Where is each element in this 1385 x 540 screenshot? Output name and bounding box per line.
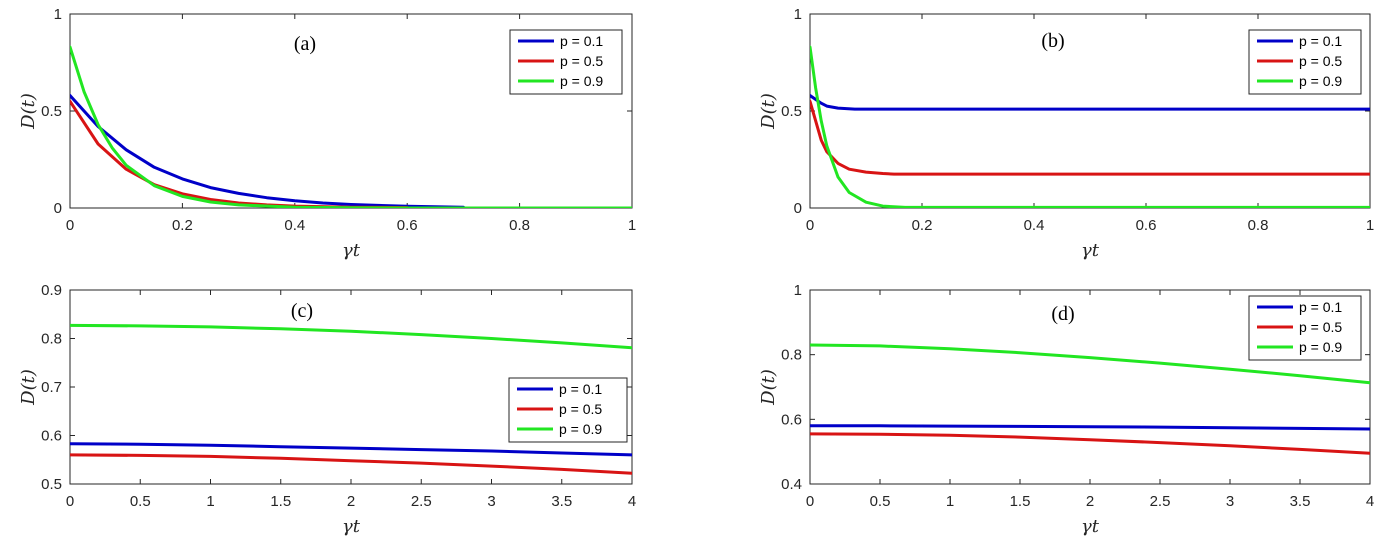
y-tick-label: 0.5 (41, 103, 62, 120)
x-tick-label: 0.6 (397, 217, 418, 234)
y-tick-label: 0.5 (41, 476, 62, 493)
y-tick-label: 0.4 (781, 476, 802, 493)
legend-entry: p = 0.1 (1299, 299, 1342, 315)
legend: p = 0.1 p = 0.5 p = 0.9 (509, 29, 623, 95)
x-tick-label: 0.6 (1136, 217, 1157, 234)
series-line-p-05 (810, 432, 1370, 455)
x-axis-label: γt (342, 240, 361, 261)
x-tick-label: 0 (806, 217, 814, 234)
x-tick-label: 1.5 (1010, 493, 1031, 510)
x-axis-label: γt (342, 516, 361, 537)
legend: p = 0.1 p = 0.5 p = 0.9 (508, 377, 628, 443)
legend-entry: p = 0.1 (559, 381, 602, 397)
series-line-p-01 (70, 442, 632, 457)
panel-label: (c) (291, 300, 313, 322)
x-tick-label: 0.4 (1024, 217, 1045, 234)
x-tick-label: 0.2 (912, 217, 933, 234)
x-tick-label: 4 (1366, 493, 1374, 510)
y-tick-label: 0.5 (781, 103, 802, 120)
y-tick-label: 1 (54, 6, 62, 23)
y-axis-label: D(t) (758, 93, 779, 130)
x-tick-label: 0 (66, 217, 74, 234)
y-tick-label: 0.6 (781, 411, 802, 428)
y-axis-label: D(t) (18, 369, 39, 406)
series-line-p-09 (810, 45, 1370, 208)
x-tick-label: 0.5 (870, 493, 891, 510)
y-tick-label: 0 (54, 200, 62, 217)
legend-entry: p = 0.5 (559, 401, 602, 417)
series-line-p-09 (810, 343, 1370, 385)
x-tick-label: 3.5 (1290, 493, 1311, 510)
y-tick-label: 0.8 (781, 347, 802, 364)
panel-label: (a) (294, 33, 316, 55)
series-line-p-05 (70, 453, 632, 475)
series-line-p-01 (810, 424, 1370, 431)
panel-label: (b) (1041, 30, 1064, 52)
y-tick-label: 1 (794, 6, 802, 23)
panel-c: 0 0.5 1 1.5 2 2.5 3 3.5 40.50.60.70.80.9γtD(t)(c… (18, 282, 636, 537)
y-tick-label: 0.6 (41, 428, 62, 445)
x-tick-label: 0.5 (130, 493, 151, 510)
legend-entry: p = 0.5 (560, 53, 603, 69)
y-axis-label: D(t) (18, 93, 39, 130)
x-tick-label: 2.5 (1150, 493, 1171, 510)
legend-entry: p = 0.1 (1299, 33, 1342, 49)
x-tick-label: 1 (1366, 217, 1374, 234)
x-axis-label: γt (1081, 240, 1100, 261)
x-tick-label: 3.5 (551, 493, 572, 510)
y-tick-label: 0 (794, 200, 802, 217)
panel-d: 0 0.5 1 1.5 2 2.5 3 3.5 4 0.4 0.6 0.8 1 γt D(t) (d) p = … (758, 282, 1374, 537)
x-tick-label: 0.8 (509, 217, 530, 234)
x-tick-label: 2 (347, 493, 355, 510)
x-tick-label: 0.4 (284, 217, 305, 234)
y-tick-label: 0.9 (41, 282, 62, 299)
series-line-p-01 (70, 94, 465, 208)
legend-entry: p = 0.9 (560, 73, 603, 89)
panel-label: (d) (1051, 303, 1074, 325)
legend: p = 0.1 p = 0.5 p = 0.9 (1248, 29, 1362, 95)
x-axis-label: γt (1081, 516, 1100, 537)
y-axis-label: D(t) (758, 369, 779, 406)
legend-entry: p = 0.9 (559, 421, 602, 437)
x-tick-label: 0 (66, 493, 74, 510)
x-tick-label: 1 (628, 217, 636, 234)
x-tick-label: 1 (946, 493, 954, 510)
y-tick-label: 0.7 (41, 379, 62, 396)
x-tick-label: 1 (206, 493, 214, 510)
x-tick-label: 0.8 (1248, 217, 1269, 234)
x-tick-label: 0.2 (172, 217, 193, 234)
y-tick-label: 0.8 (41, 331, 62, 348)
series-line-p-05 (810, 99, 1370, 176)
legend: p = 0.1 p = 0.5 p = 0.9 (1248, 295, 1362, 361)
x-tick-label: 0 (806, 493, 814, 510)
y-tick-label: 1 (794, 282, 802, 299)
x-tick-label: 3 (487, 493, 495, 510)
x-tick-label: 1.5 (270, 493, 291, 510)
legend-entry: p = 0.1 (560, 33, 603, 49)
x-tick-label: 4 (628, 493, 636, 510)
x-tick-label: 2.5 (411, 493, 432, 510)
x-tick-label: 2 (1086, 493, 1094, 510)
legend-entry: p = 0.5 (1299, 319, 1342, 335)
series-line-p-09 (70, 323, 632, 350)
legend-entry: p = 0.9 (1299, 73, 1342, 89)
legend-entry: p = 0.9 (1299, 339, 1342, 355)
x-tick-label: 3 (1226, 493, 1234, 510)
series-line-p-09 (70, 45, 632, 208)
legend-entry: p = 0.5 (1299, 53, 1342, 69)
